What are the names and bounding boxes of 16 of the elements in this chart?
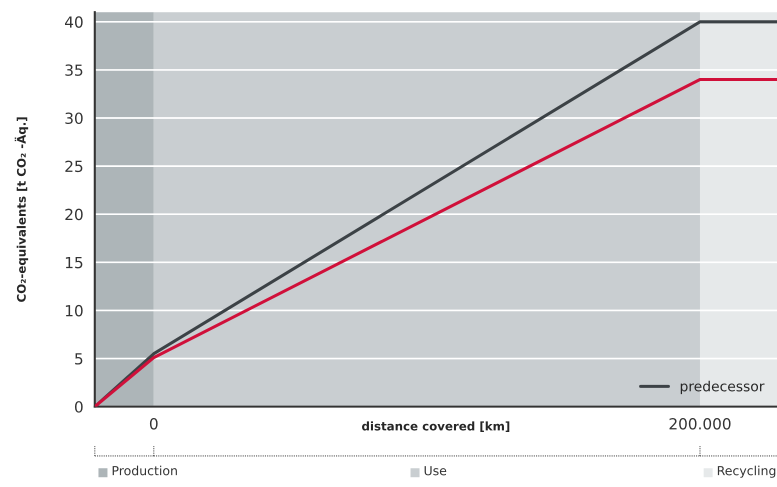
y-tick-label: 0 xyxy=(74,401,83,413)
legend-label: Production xyxy=(112,466,177,476)
y-tick-label: 25 xyxy=(65,160,82,172)
legend-label: predecessor xyxy=(680,380,764,394)
y-tick-label: 40 xyxy=(64,16,83,28)
y-tick-label: 35 xyxy=(65,64,82,76)
x-tick-label: 200.000 xyxy=(670,418,731,430)
y-tick-label: 10 xyxy=(66,304,83,316)
y-axis-title: CO₂-equivalents [t CO₂ -Äq.] xyxy=(14,117,28,302)
legend-label: Use xyxy=(424,466,446,476)
y-tick-label: 15 xyxy=(66,256,82,268)
y-tick-label: 30 xyxy=(65,112,83,124)
y-tick-label: 5 xyxy=(75,353,82,365)
legend-label: Recycling xyxy=(718,466,776,478)
y-tick-label: 20 xyxy=(65,208,83,220)
x-axis-title: distance covered [km] xyxy=(362,421,510,432)
